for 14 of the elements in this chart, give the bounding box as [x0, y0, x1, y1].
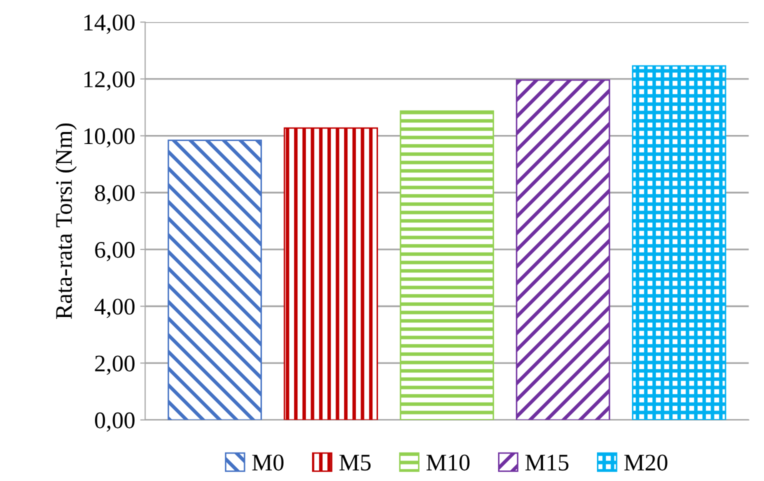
- legend-label: M5: [339, 454, 371, 471]
- y-tick-label: 10,00: [84, 128, 135, 148]
- legend-label: M0: [252, 454, 284, 471]
- y-tick-label: 6,00: [95, 242, 135, 262]
- legend-label: M10: [426, 454, 470, 471]
- y-tick-label: 14,00: [84, 14, 135, 34]
- y-tick-label: 4,00: [94, 298, 135, 318]
- y-axis-title: Rata-rata Torsi (Nm): [55, 123, 77, 319]
- legend-label: M20: [624, 454, 668, 471]
- legend-label: M15: [525, 454, 568, 471]
- y-tick-label: 2,00: [95, 356, 135, 375]
- y-tick-label: 0,00: [95, 412, 135, 432]
- y-tick-label: 8,00: [95, 185, 135, 204]
- y-tick-label: 12,00: [84, 71, 135, 91]
